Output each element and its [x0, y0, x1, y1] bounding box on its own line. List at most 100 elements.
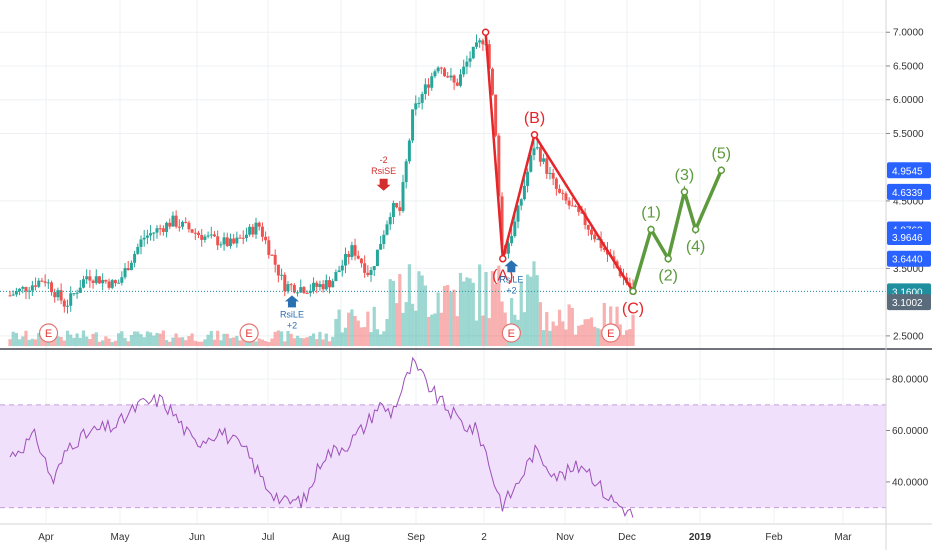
candle-body [574, 205, 578, 207]
volume-bar [407, 264, 411, 346]
volume-bar [625, 330, 629, 346]
volume-bar [133, 331, 137, 346]
candle-body [353, 245, 357, 256]
earnings-icon [501, 323, 521, 343]
volume-bar [30, 338, 34, 346]
volume-bar [439, 312, 443, 346]
volume-bar [599, 329, 603, 346]
volume-bar [372, 306, 376, 346]
volume-bar [37, 333, 41, 346]
candle-body [232, 238, 236, 244]
volume-bar [538, 302, 542, 346]
volume-bar [14, 332, 18, 346]
earnings-icon [239, 323, 259, 343]
volume-bar [356, 320, 360, 346]
price-badge [887, 229, 931, 246]
volume-bar [56, 336, 60, 346]
volume-bar [200, 341, 204, 346]
volume-bar [497, 265, 501, 346]
volume-bar [107, 338, 111, 346]
volume-bar [91, 333, 95, 346]
volume-bar [465, 277, 469, 346]
volume-bar [398, 274, 402, 346]
volume-bar [238, 340, 242, 346]
volume-bar [136, 331, 140, 346]
candle-body [500, 196, 504, 246]
long-arrow-icon [284, 295, 299, 308]
candle-body [40, 280, 44, 282]
volume-bar [554, 325, 558, 346]
candle-body [331, 281, 335, 288]
volume-bar [81, 330, 86, 346]
projected-wave-point [680, 188, 689, 196]
volume-bar [455, 316, 459, 346]
time-tick-label: Mar [834, 532, 852, 543]
candle-body [455, 82, 459, 86]
candle-body [129, 262, 133, 271]
volume-bar [24, 330, 28, 346]
candle-body [113, 280, 117, 284]
projected-wave-label: (2) [658, 268, 678, 285]
candle-body [101, 279, 105, 284]
volume-bar [267, 342, 271, 346]
volume-bar [532, 261, 536, 346]
earnings-label: E [508, 328, 515, 340]
volume-bar [490, 271, 495, 346]
candle-body [593, 234, 597, 240]
candle-body [577, 206, 581, 212]
candle-body [443, 68, 447, 77]
candle-body [11, 294, 15, 296]
candle-body [356, 255, 360, 259]
corrective-wave-point [499, 254, 507, 263]
volume-bar [110, 342, 114, 346]
volume-bar [487, 318, 491, 346]
volume-bar [577, 325, 581, 346]
candle-body [289, 284, 293, 286]
candle-body [24, 287, 28, 292]
volume-bar [570, 308, 574, 346]
candle-body [104, 279, 108, 282]
volume-bar [219, 340, 223, 346]
candle-body [391, 203, 395, 218]
candle-body [459, 74, 463, 86]
projected-wave-path [631, 169, 723, 292]
candle-body [337, 270, 341, 273]
volume-bar [123, 337, 127, 346]
candle-body [152, 232, 156, 234]
candle-body [328, 280, 332, 288]
candle-body [478, 40, 482, 43]
volume-bar [129, 335, 134, 346]
candle-body [200, 234, 204, 240]
signal-label: RsiLE [499, 274, 523, 284]
candle-body [126, 268, 130, 271]
candle-body [363, 263, 367, 273]
time-tick-label: Dec [618, 532, 636, 543]
volume-bar [168, 341, 172, 346]
candle-body [184, 221, 188, 223]
volume-bar [295, 335, 300, 346]
candle-body [88, 276, 92, 281]
candle-body [142, 237, 146, 240]
volume-bar [404, 302, 408, 346]
volume-bar [148, 332, 153, 346]
candle-body [139, 239, 143, 247]
price-badge-label: 3.1600 [892, 287, 923, 298]
candle-body [75, 292, 79, 294]
volume-bar [8, 339, 12, 346]
volume-bar [78, 337, 82, 346]
volume-bar [519, 282, 523, 346]
candle-body [526, 171, 530, 186]
volume-bar [17, 339, 22, 346]
price-badge-label: 3.9646 [892, 233, 923, 244]
volume-bar [171, 337, 175, 346]
candle-body [59, 290, 63, 301]
volume-bar [72, 337, 76, 346]
signal-size: -2 [380, 155, 388, 165]
candle-body [324, 280, 328, 290]
price-tick-label: 7.0000 [893, 28, 924, 39]
candle-body [302, 287, 306, 293]
volume-bar [283, 341, 287, 346]
volume-bar [85, 336, 89, 346]
